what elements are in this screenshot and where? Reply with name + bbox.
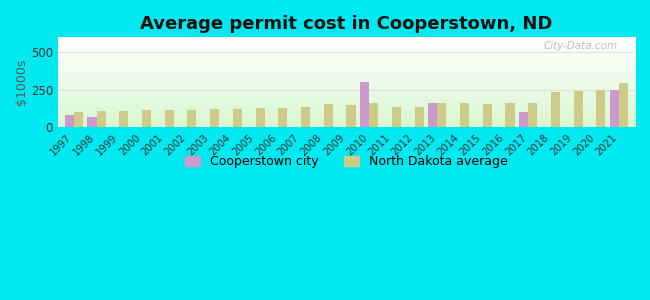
Legend: Cooperstown city, North Dakota average: Cooperstown city, North Dakota average [180, 150, 513, 173]
Bar [483, 103, 492, 127]
Bar [574, 91, 583, 127]
Bar [360, 82, 369, 127]
Bar [74, 112, 83, 127]
Bar [551, 92, 560, 127]
Bar [346, 105, 356, 127]
Text: City-Data.com: City-Data.com [543, 41, 618, 51]
Bar [596, 90, 605, 127]
Y-axis label: $1000s: $1000s [15, 59, 28, 106]
Bar [210, 109, 219, 127]
Bar [324, 104, 333, 127]
Bar [437, 103, 447, 127]
Bar [428, 103, 437, 127]
Bar [392, 107, 401, 127]
Bar [88, 117, 96, 127]
Bar [187, 110, 196, 127]
Bar [142, 110, 151, 127]
Bar [519, 112, 528, 127]
Bar [119, 111, 128, 127]
Bar [460, 103, 469, 127]
Bar [619, 83, 628, 127]
Bar [164, 110, 174, 127]
Bar [610, 90, 619, 127]
Bar [96, 111, 105, 127]
Bar [528, 103, 538, 127]
Bar [415, 106, 424, 127]
Bar [65, 115, 74, 127]
Bar [301, 106, 310, 127]
Title: Average permit cost in Cooperstown, ND: Average permit cost in Cooperstown, ND [140, 15, 552, 33]
Bar [278, 108, 287, 127]
Bar [233, 109, 242, 127]
Bar [369, 103, 378, 127]
Bar [255, 108, 265, 127]
Bar [506, 103, 515, 127]
